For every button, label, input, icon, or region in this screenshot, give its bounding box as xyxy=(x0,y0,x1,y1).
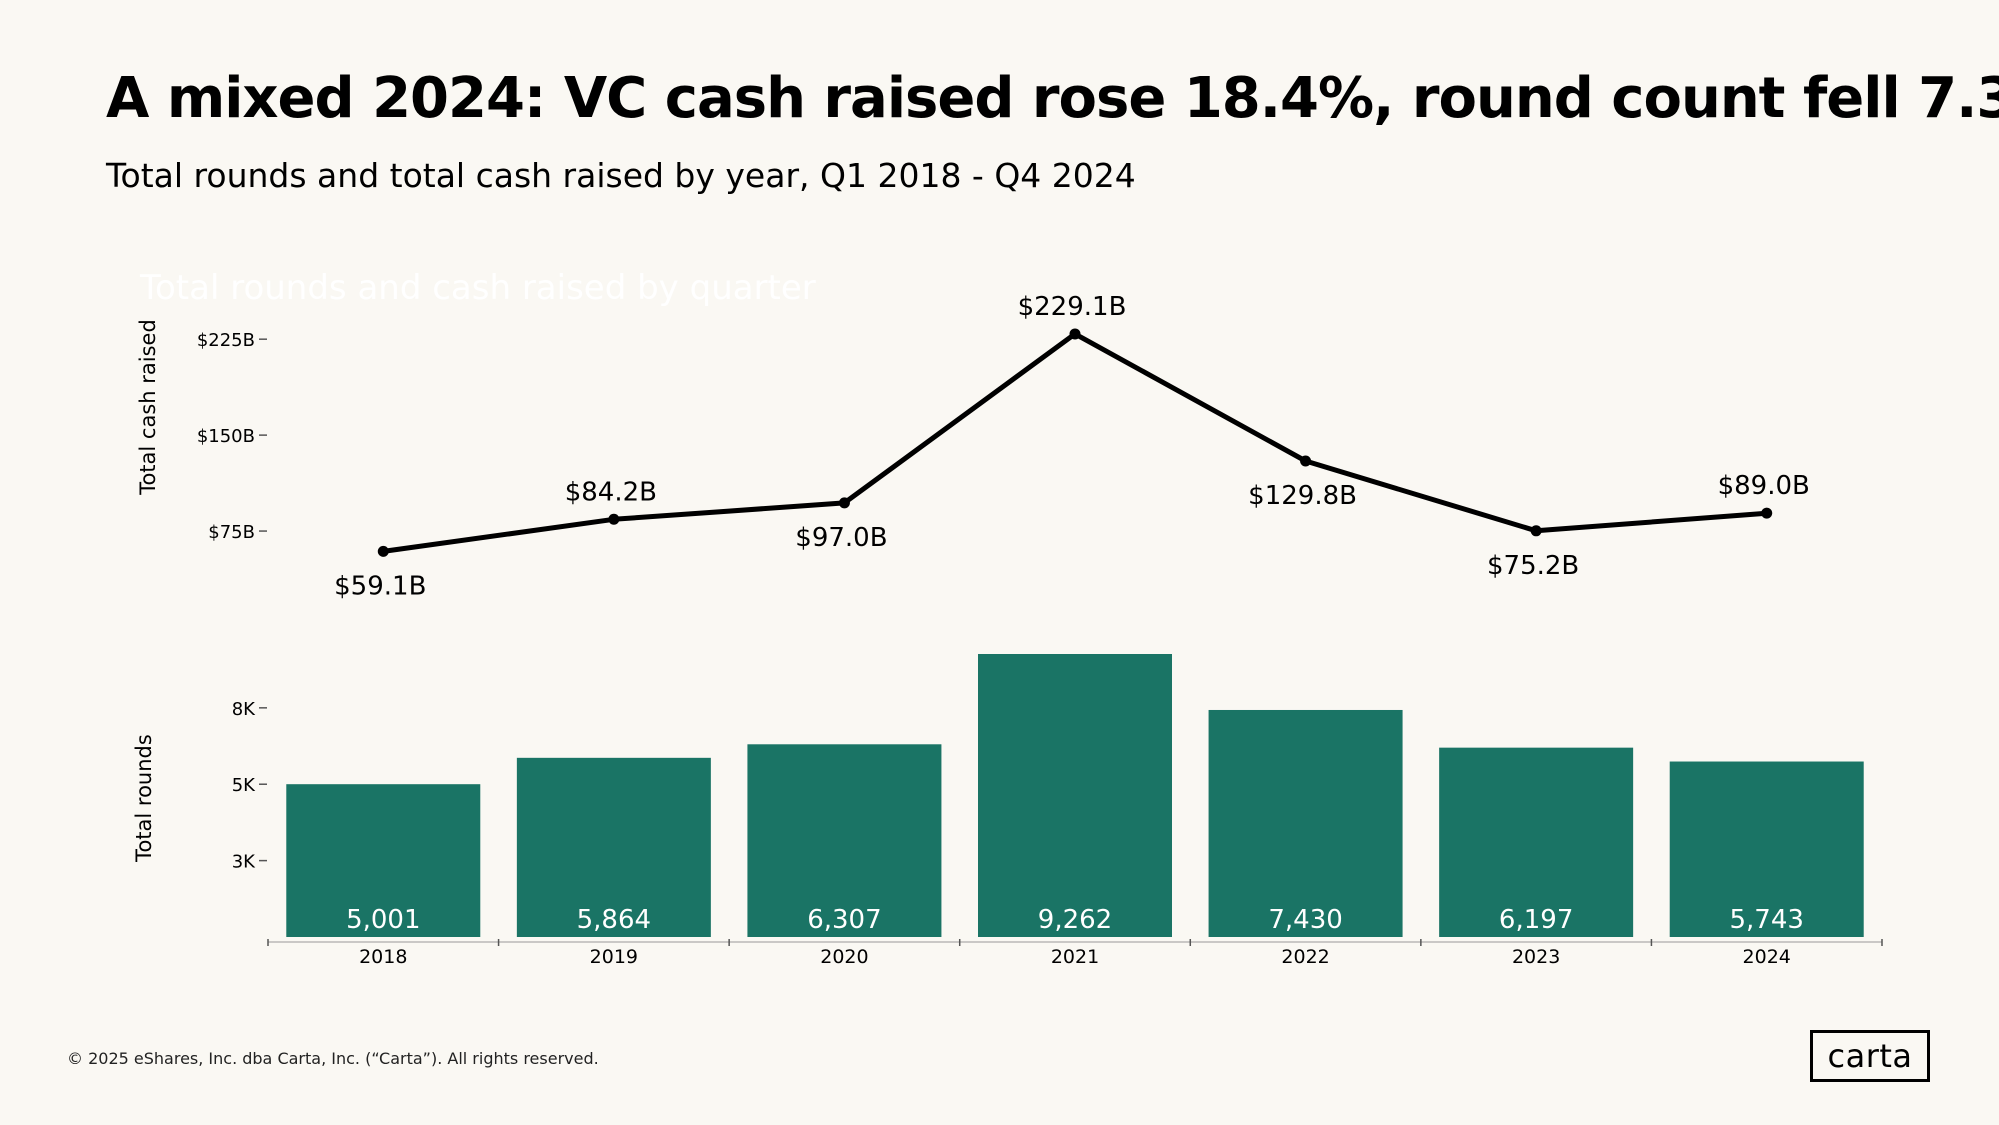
cash-point-2024 xyxy=(1761,507,1773,519)
x-tick-label-2019: 2019 xyxy=(590,946,638,968)
rounds-data-label-2020: 6,307 xyxy=(807,905,881,935)
x-tick-label-2021: 2021 xyxy=(1051,946,1099,968)
cash-data-label-2023: $75.2B xyxy=(1487,551,1579,581)
cash-point-2022 xyxy=(1300,455,1312,467)
rounds-bar-2022 xyxy=(1208,709,1403,937)
page-subtitle: Total rounds and total cash raised by ye… xyxy=(106,156,1136,195)
cash-point-2021 xyxy=(1069,328,1081,340)
cash-data-label-2022: $129.8B xyxy=(1248,481,1357,511)
bar-y-tick-label: 5K xyxy=(232,775,256,796)
rounds-bar-2024 xyxy=(1669,761,1864,937)
cash-point-2018 xyxy=(377,545,389,557)
line-y-axis-label: Total cash raised xyxy=(136,319,160,496)
rounds-panel: Total rounds 3K 5K 8K 5,001 5,864 6,307 9,262… xyxy=(132,654,1883,968)
rounds-data-label-2023: 6,197 xyxy=(1499,905,1573,935)
cash-data-label-2021: $229.1B xyxy=(1018,292,1127,322)
rounds-bar-2019 xyxy=(516,757,711,937)
x-tick-label-2020: 2020 xyxy=(820,946,868,968)
bar-y-axis-label: Total rounds xyxy=(132,734,156,863)
rounds-bar-2021 xyxy=(978,654,1172,937)
cash-data-label-2020: $97.0B xyxy=(795,523,887,553)
rounds-data-label-2021: 9,262 xyxy=(1038,905,1112,935)
rounds-data-label-2024: 5,743 xyxy=(1729,905,1803,935)
x-tick-label-2022: 2022 xyxy=(1281,946,1329,968)
cash-data-label-2024: $89.0B xyxy=(1718,471,1810,501)
x-tick-label-2018: 2018 xyxy=(359,946,407,968)
cash-raised-panel: Total cash raised $75B $150B $225B $59.1B $… xyxy=(136,292,1810,601)
x-tick-label-2024: 2024 xyxy=(1743,946,1791,968)
cash-point-2023 xyxy=(1530,525,1542,537)
page-title: A mixed 2024: VC cash raised rose 18.4%,… xyxy=(106,66,1999,131)
cash-point-2019 xyxy=(608,513,620,525)
copyright-notice: © 2025 eShares, Inc. dba Carta, Inc. (“C… xyxy=(67,1049,599,1068)
rounds-bar-2020 xyxy=(747,744,942,937)
bar-y-tick-label: 8K xyxy=(232,699,256,720)
rounds-data-label-2022: 7,430 xyxy=(1268,905,1342,935)
rounds-bar-2018 xyxy=(286,784,481,937)
line-y-tick-label: $150B xyxy=(197,426,255,447)
bar-y-tick-label: 3K xyxy=(232,852,256,873)
x-tick-label-2023: 2023 xyxy=(1512,946,1560,968)
cash-data-label-2019: $84.2B xyxy=(565,477,657,507)
rounds-data-label-2018: 5,001 xyxy=(346,905,420,935)
cash-raised-line xyxy=(380,331,1770,554)
chart-hidden-title: Total rounds and cash raised by quarter xyxy=(140,268,816,308)
rounds-bar-2023 xyxy=(1439,747,1634,937)
carta-logo[interactable]: carta xyxy=(1810,1030,1930,1082)
line-y-tick-label: $225B xyxy=(197,330,255,351)
line-y-tick-label: $75B xyxy=(208,522,255,543)
cash-data-label-2018: $59.1B xyxy=(334,571,426,601)
rounds-data-label-2019: 5,864 xyxy=(577,905,651,935)
cash-point-2020 xyxy=(838,497,850,509)
